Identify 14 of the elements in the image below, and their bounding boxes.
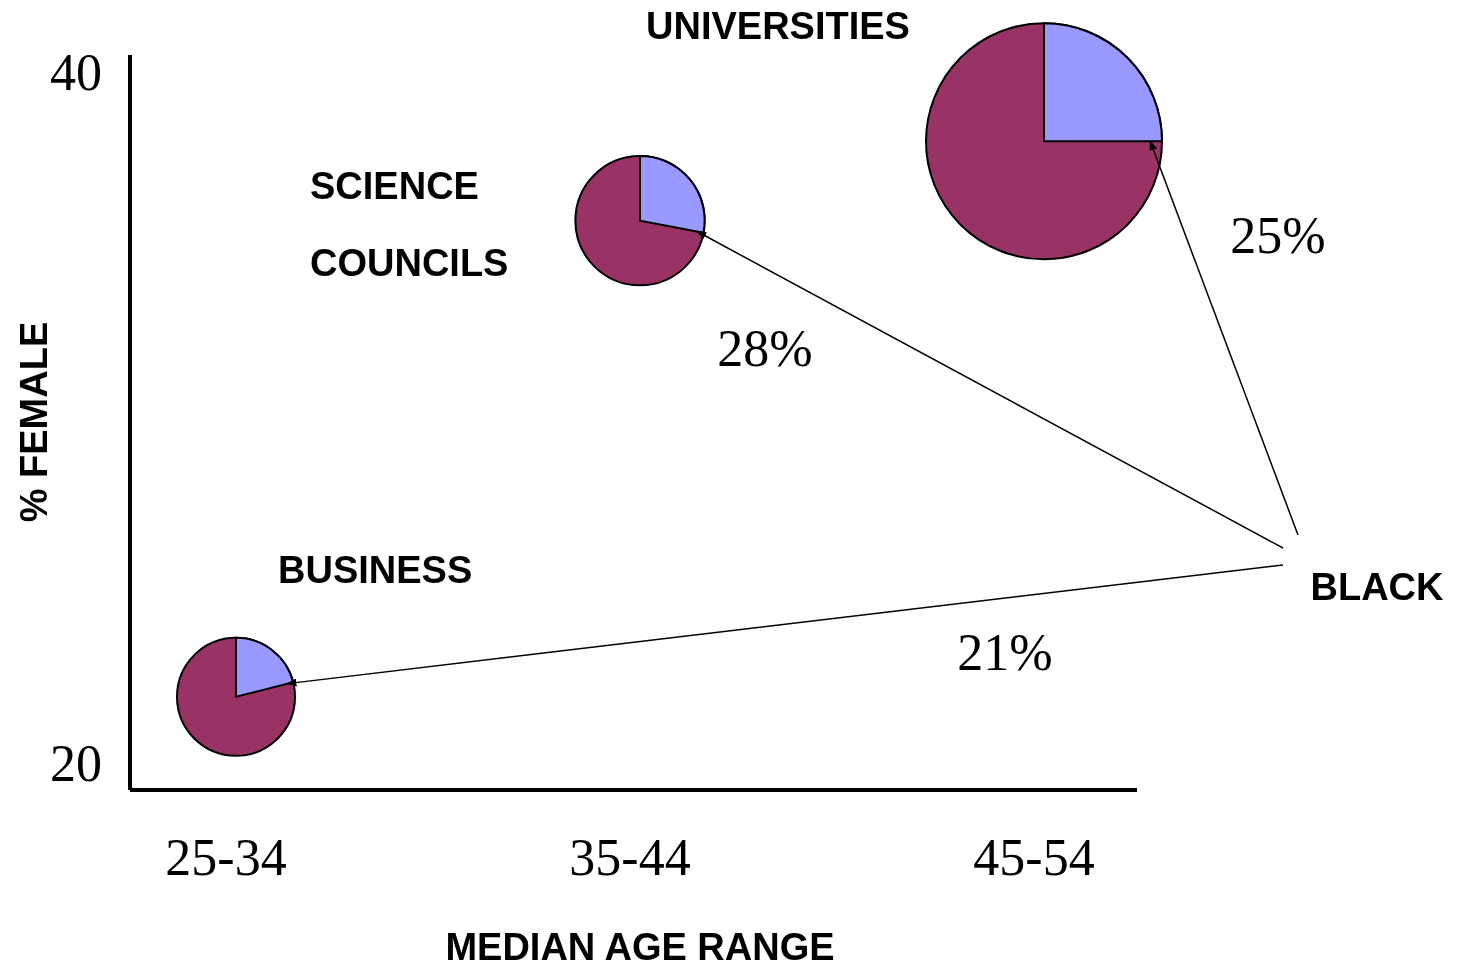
x-axis-title: MEDIAN AGE RANGE (445, 926, 835, 966)
y-tick-label: 40 (50, 44, 102, 102)
y-tick-label: 20 (50, 734, 102, 792)
annotation: 21% (957, 624, 1053, 681)
text: BLACK (1310, 566, 1445, 608)
y-axis-title: % FEMALE (13, 321, 55, 523)
x-tick-label: 45-54 (973, 829, 1095, 886)
text: 25% (1230, 207, 1326, 264)
annotation: 28% (717, 320, 813, 377)
series-label: SCIENCE COUNCILS (310, 165, 509, 284)
x-tick-label: 35-44 (569, 829, 691, 886)
x-tick-label: 25-34 (165, 829, 287, 886)
series-label: BUSINESS (278, 549, 473, 591)
series-label: UNIVERSITIES (646, 5, 910, 47)
